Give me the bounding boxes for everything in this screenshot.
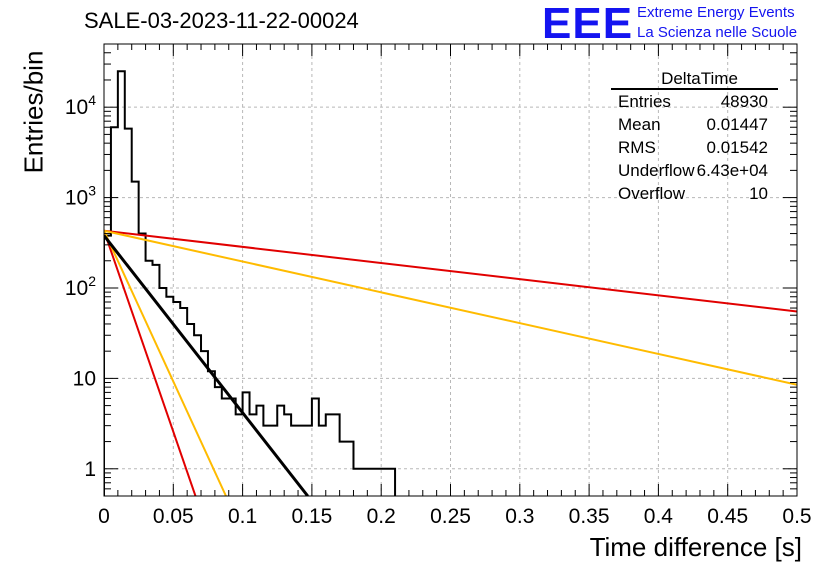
- stats-value: 6.43e+04: [696, 161, 768, 180]
- black_fit-line: [104, 234, 309, 496]
- x-tick-label: 0: [98, 505, 110, 528]
- stats-key: Mean: [618, 115, 661, 134]
- stats-key: Overflow: [618, 184, 686, 203]
- x-tick-label: 0.4: [644, 505, 674, 528]
- x-tick-label: 0.25: [430, 505, 471, 528]
- y-tick-label: 104: [65, 92, 96, 119]
- stats-value: 0.01542: [706, 138, 768, 157]
- stats-row-rms: RMS 0.01542: [611, 136, 778, 159]
- x-tick-label: 0.5: [782, 505, 811, 528]
- x-tick-label: 0.35: [569, 505, 610, 528]
- stats-key: Entries: [618, 92, 671, 111]
- stats-row-mean: Mean 0.01447: [611, 113, 778, 136]
- x-tick-label: 0.2: [367, 505, 396, 528]
- orange-line: [104, 230, 227, 496]
- org-name-line2: La Scienza nelle Scuole: [637, 24, 798, 41]
- y-axis-label: Entries/bin: [18, 50, 49, 174]
- y-tick-label: 10: [73, 367, 96, 390]
- stats-box: DeltaTime Entries 48930 Mean 0.01447 RMS…: [611, 70, 778, 205]
- x-tick-label: 0.15: [291, 505, 332, 528]
- stats-key: RMS: [618, 138, 656, 157]
- histogram-outline: [104, 70, 397, 496]
- x-axis-label: Time difference [s]: [589, 532, 802, 562]
- stats-value: 0.01447: [706, 115, 768, 134]
- y-tick-label: 1: [84, 458, 96, 481]
- y-tick-label: 103: [65, 183, 96, 210]
- stats-row-underflow: Underflow 6.43e+04: [611, 159, 778, 182]
- red-line: [104, 230, 197, 496]
- y-tick-label: 102: [65, 273, 96, 300]
- x-tick-label: 0.1: [228, 505, 257, 528]
- orange-line: [104, 229, 797, 386]
- x-tick-label: 0.3: [505, 505, 534, 528]
- org-name-line1: Extreme Energy Events: [637, 4, 795, 21]
- org-name: Extreme Energy Events La Scienza nelle S…: [637, 3, 797, 43]
- run-title: SALE-03-2023-11-22-00024: [84, 8, 359, 33]
- stats-value: 10: [749, 184, 768, 203]
- x-tick-label: 0.45: [707, 505, 748, 528]
- stats-box-title: DeltaTime: [611, 70, 778, 90]
- stats-key: Underflow: [618, 161, 695, 180]
- stats-row-entries: Entries 48930: [611, 90, 778, 113]
- stats-row-overflow: Overflow 10: [611, 182, 778, 205]
- stats-value: 48930: [720, 92, 768, 111]
- red-line: [104, 229, 797, 313]
- x-tick-label: 0.05: [153, 505, 194, 528]
- eee-logo: EEE: [542, 0, 634, 48]
